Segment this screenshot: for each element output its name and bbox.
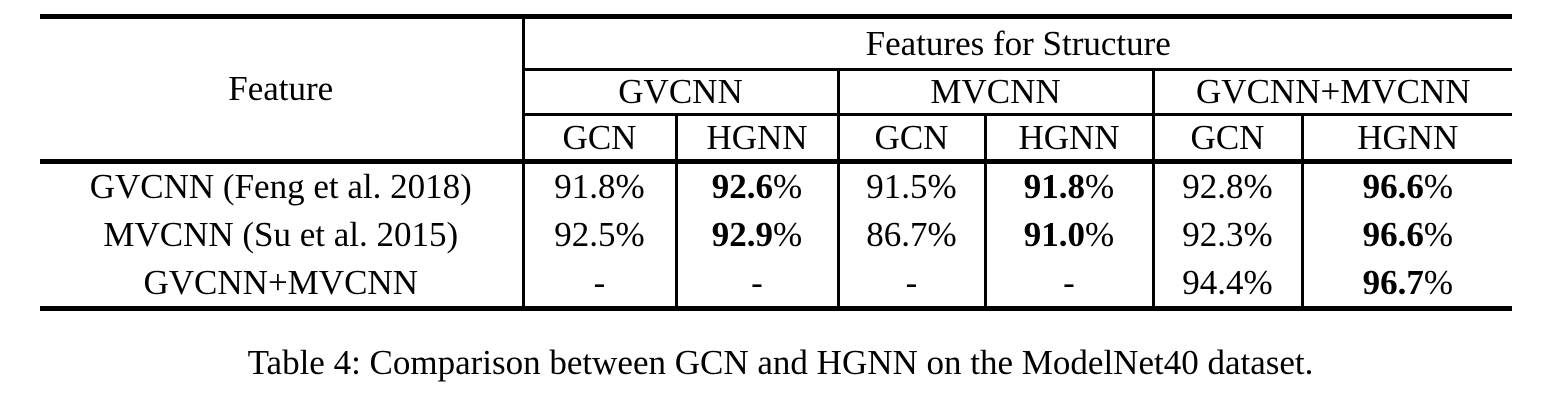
value-cell: 92.9% [674, 210, 838, 260]
value-cell: 96.7% [1300, 259, 1513, 311]
value-cell: 86.7% [836, 210, 985, 260]
value-cell: 92.6% [674, 161, 838, 211]
value-cell: 92.8% [1151, 161, 1302, 211]
table-row: GVCNN+MVCNN - - - - 94.4% 96.7% [40, 259, 1513, 311]
value-cell: 91.0% [983, 210, 1153, 260]
header-row-groups: GVCNN MVCNN GVCNN+MVCNN [40, 69, 1513, 116]
table-row: GVCNN (Feng et al. 2018) 91.8% 92.6% 91.… [40, 161, 1513, 211]
header-row-methods: GCN HGNN GCN HGNN GCN HGNN [40, 114, 1513, 164]
value-cell: - [983, 259, 1153, 311]
subheader-gvcnn-mvcnn-hgnn: HGNN [1300, 114, 1513, 164]
value-cell: 92.5% [521, 210, 676, 260]
group-header-mvcnn: MVCNN [836, 69, 1153, 116]
group-header-gvcnn-mvcnn: GVCNN+MVCNN [1151, 69, 1513, 116]
value-cell: - [521, 259, 676, 311]
feature-column-header: Feature [40, 14, 525, 164]
paper-page: Feature Features for Structure GVCNN MVC… [0, 14, 1561, 415]
value-cell: - [674, 259, 838, 311]
subheader-gvcnn-hgnn: HGNN [674, 114, 838, 164]
value-cell: - [836, 259, 985, 311]
subheader-mvcnn-gcn: GCN [836, 114, 985, 164]
row-feature-label: GVCNN (Feng et al. 2018) [89, 167, 472, 207]
subheader-mvcnn-hgnn: HGNN [983, 114, 1153, 164]
features-for-structure-header: Features for Structure [521, 14, 1513, 71]
group-header-gvcnn: GVCNN [521, 69, 838, 116]
header-row-top: Feature Features for Structure [40, 14, 1513, 164]
row-feature-label: MVCNN (Su et al. 2015) [103, 215, 459, 254]
value-cell: 92.3% [1151, 210, 1302, 260]
value-cell: 91.8% [521, 161, 676, 211]
value-cell: 91.5% [836, 161, 985, 211]
subheader-gvcnn-mvcnn-gcn: GCN [1151, 114, 1302, 164]
value-cell: 94.4% [1151, 259, 1302, 311]
comparison-table: Feature Features for Structure GVCNN MVC… [40, 14, 1513, 311]
value-cell: 91.8% [983, 161, 1153, 211]
row-feature-label: GVCNN+MVCNN [40, 259, 523, 311]
value-cell: 96.6% [1300, 210, 1513, 260]
value-cell: 96.6% [1300, 161, 1513, 211]
subheader-gvcnn-gcn: GCN [521, 114, 676, 164]
table-row: MVCNN (Su et al. 2015) 92.5% 92.9% 86.7%… [40, 210, 1513, 260]
table-caption: Table 4: Comparison between GCN and HGNN… [247, 343, 1314, 382]
